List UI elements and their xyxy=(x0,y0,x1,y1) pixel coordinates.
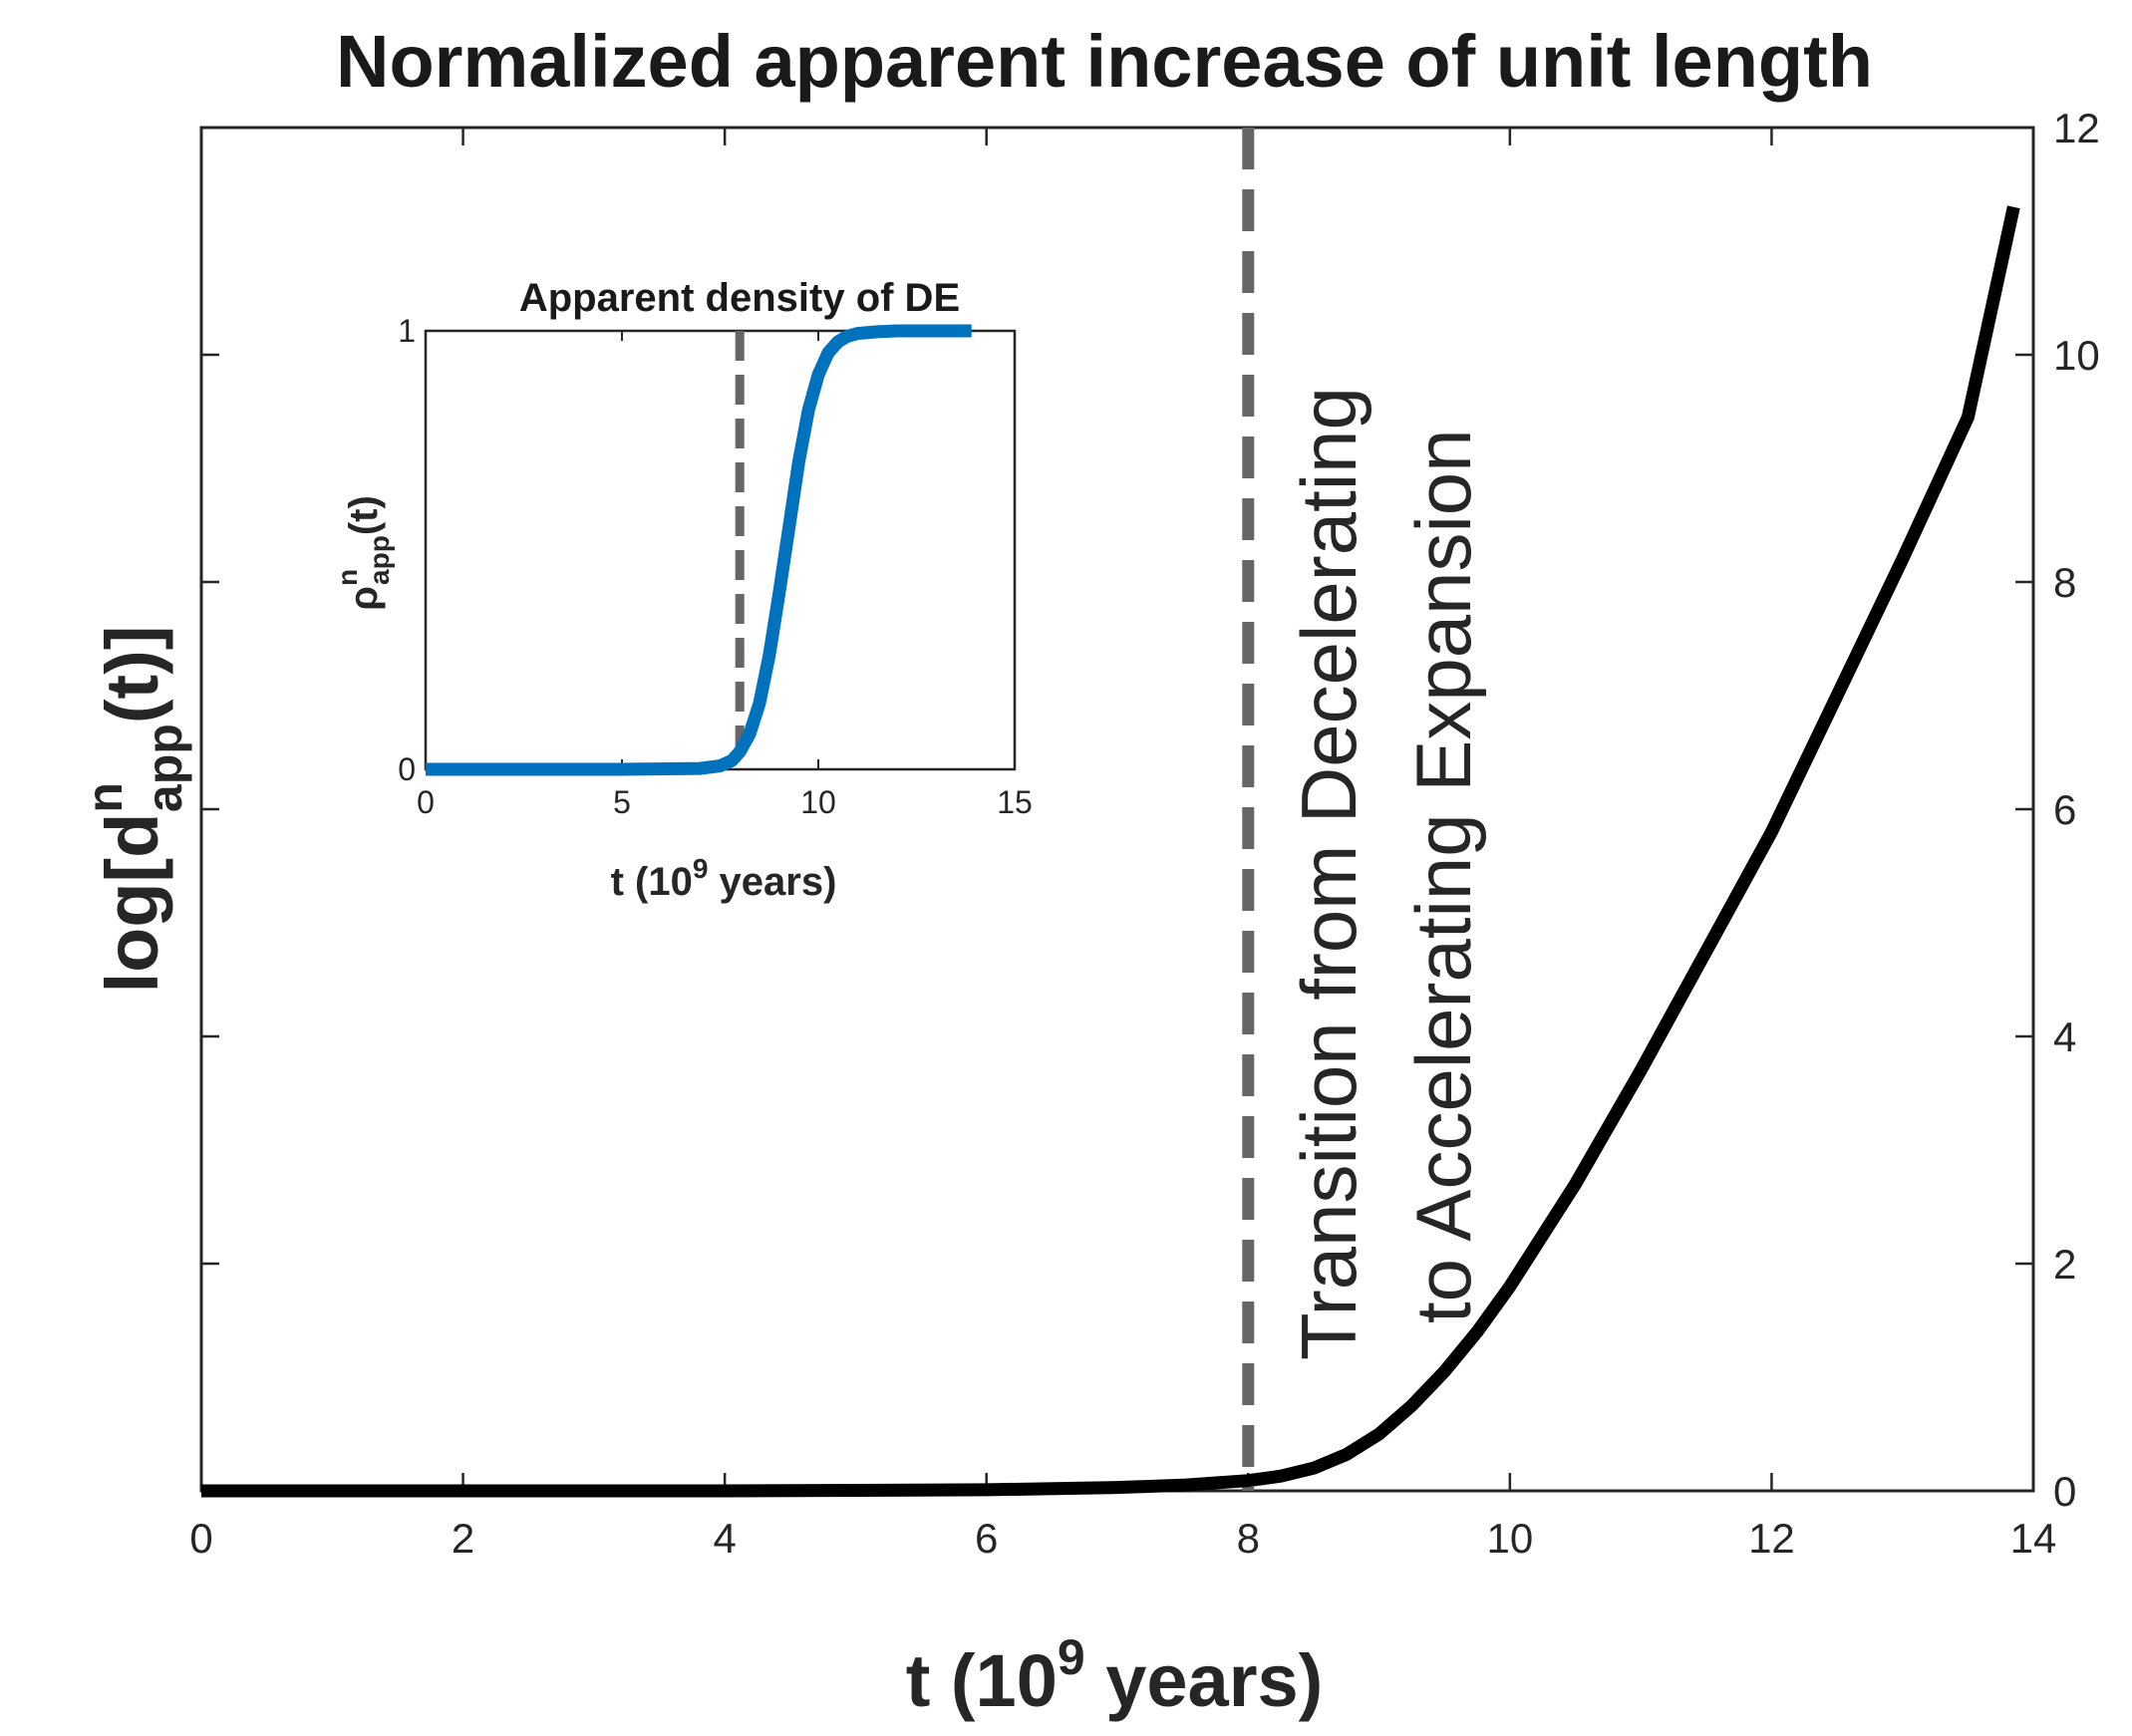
series-line-rho xyxy=(426,324,972,776)
main-y-axis-label: log[dnapp(t)] xyxy=(77,626,192,994)
main-x-tick-label: 12 xyxy=(1748,1515,1795,1562)
main-y-tick-label: 10 xyxy=(2053,332,2100,379)
inset-y-tick-label: 1 xyxy=(398,313,416,349)
inset-title: Apparent density of DE xyxy=(519,276,960,320)
inset-background xyxy=(426,331,1015,769)
main-x-tick-label: 2 xyxy=(452,1515,474,1562)
inset-x-ticks: 0 5 10 15 xyxy=(417,331,1033,820)
chart-title: Normalized apparent increase of unit len… xyxy=(336,20,1873,103)
inset-x-tick-label: 10 xyxy=(800,784,836,820)
transition-annotation-line-2: to Accelerating Expansion xyxy=(1399,429,1487,1323)
inset-x-tick-label: 15 xyxy=(997,784,1033,820)
series-line-log-d xyxy=(201,205,2020,1498)
main-x-tick-label: 10 xyxy=(1486,1515,1533,1562)
main-y-tick-label: 6 xyxy=(2053,786,2076,833)
main-x-tick-label: 0 xyxy=(189,1515,212,1562)
main-y-tick-label: 0 xyxy=(2053,1468,2076,1515)
inset-x-axis-label: t (109 years) xyxy=(611,853,837,904)
main-x-tick-label: 8 xyxy=(1237,1515,1260,1562)
main-y-tick-label: 8 xyxy=(2053,559,2076,606)
inset-x-tick-label: 0 xyxy=(417,784,435,820)
main-x-tick-label: 14 xyxy=(2010,1515,2057,1562)
main-x-tick-label: 4 xyxy=(713,1515,736,1562)
transition-annotation-line-1: Transition from Decelerating xyxy=(1285,387,1372,1360)
main-y-tick-label: 4 xyxy=(2053,1013,2076,1060)
main-y-tick-label: 12 xyxy=(2053,105,2100,151)
main-x-axis-label: t (109 years) xyxy=(906,1629,1324,1722)
inset-y-tick-label: 0 xyxy=(398,751,416,787)
main-y-tick-label: 2 xyxy=(2053,1241,2076,1288)
inset-y-axis-label: ρnapp(t) xyxy=(332,495,395,611)
main-x-tick-label: 6 xyxy=(975,1515,998,1562)
inset-x-tick-label: 5 xyxy=(613,784,631,820)
